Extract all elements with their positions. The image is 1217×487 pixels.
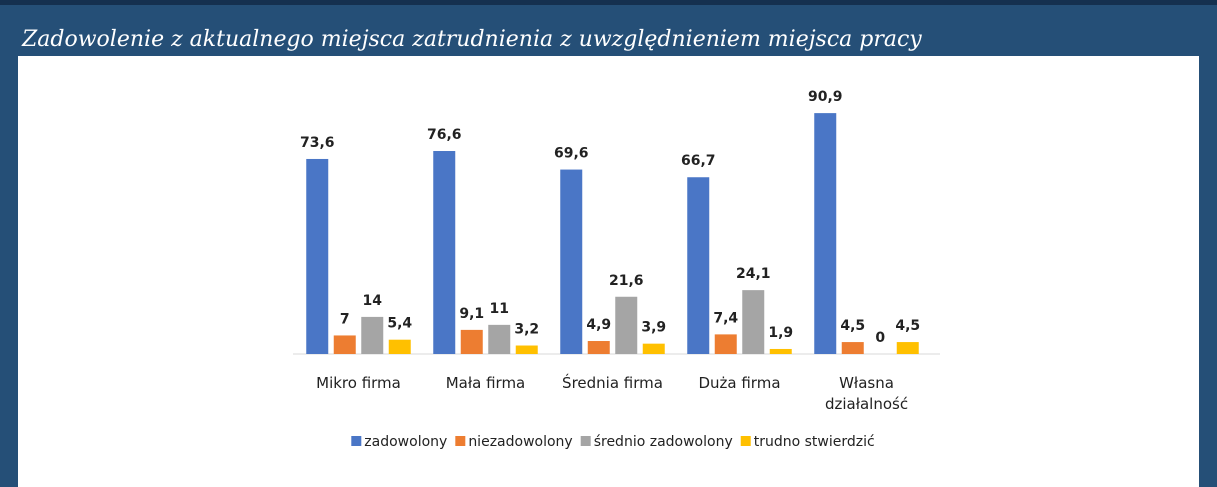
- x-tick-label: Mikro firma: [316, 374, 401, 392]
- value-label: 73,6: [300, 135, 335, 151]
- bar: [814, 113, 837, 355]
- value-label: 14: [363, 293, 383, 309]
- bar: [615, 296, 638, 354]
- value-label: 24,1: [736, 266, 771, 282]
- bar: [361, 316, 384, 354]
- value-label: 90,9: [808, 89, 843, 105]
- value-label: 4,5: [840, 318, 865, 334]
- bar: [714, 334, 737, 354]
- value-label: 7: [340, 311, 350, 327]
- x-tick-label: Własna działalność: [825, 374, 908, 413]
- bar: [515, 345, 538, 354]
- legend-swatch: [455, 436, 466, 446]
- bar: [306, 158, 329, 354]
- bar: [388, 339, 411, 354]
- legend-label: niezadowolony: [468, 434, 572, 450]
- x-tick-label: Mała firma: [446, 374, 526, 392]
- value-label: 1,9: [768, 325, 793, 341]
- value-label: 4,5: [895, 318, 920, 334]
- value-label: 7,4: [713, 310, 738, 326]
- panel: [18, 56, 1199, 487]
- legend-swatch: [740, 436, 751, 446]
- value-label: 0: [875, 330, 885, 346]
- value-label: 3,9: [641, 320, 666, 336]
- value-label: 9,1: [459, 306, 484, 322]
- legend-label: średnio zadowolony: [594, 434, 733, 450]
- bar: [687, 177, 710, 354]
- value-label: 76,6: [427, 127, 462, 143]
- top-strip: [0, 0, 1217, 5]
- x-tick-label: Średnia firma: [562, 373, 663, 392]
- bar: [769, 348, 792, 354]
- legend-label: trudno stwierdzić: [754, 434, 875, 450]
- value-label: 5,4: [387, 316, 412, 332]
- bar: [587, 341, 610, 354]
- bar: [433, 151, 456, 354]
- bar: [642, 343, 665, 354]
- bar: [841, 342, 864, 354]
- value-label: 11: [490, 301, 509, 317]
- bar: [488, 324, 511, 354]
- value-label: 3,2: [514, 322, 539, 338]
- value-label: 4,9: [586, 317, 611, 333]
- bar: [460, 329, 483, 354]
- legend-swatch: [580, 436, 591, 446]
- bar: [896, 342, 919, 354]
- bar: [560, 169, 583, 354]
- x-tick-label: Duża firma: [698, 374, 780, 392]
- legend-label: zadowolony: [364, 434, 447, 450]
- bar: [333, 335, 356, 354]
- value-label: 21,6: [609, 273, 644, 289]
- value-label: 66,7: [681, 153, 716, 169]
- chart-title: Zadowolenie z aktualnego miejsca zatrudn…: [21, 27, 922, 52]
- legend: zadowolony niezadowolony średnio zadowolon…: [351, 434, 875, 450]
- bar: [742, 290, 765, 354]
- value-label: 69,6: [554, 146, 589, 162]
- legend-swatch: [351, 436, 362, 446]
